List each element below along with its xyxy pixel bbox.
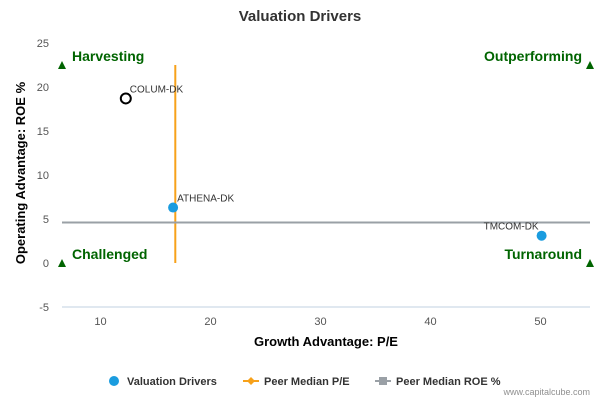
y-axis-title: Operating Advantage: ROE % xyxy=(13,81,28,264)
legend-item[interactable]: Peer Median P/E xyxy=(243,376,350,388)
quadrant-marker-top-left xyxy=(58,61,66,69)
quadrant-markers xyxy=(58,61,594,267)
chart-title: Valuation Drivers xyxy=(239,8,362,25)
x-tick-label: 20 xyxy=(204,316,216,328)
y-tick-label: 5 xyxy=(43,214,49,226)
legend-label: Peer Median ROE % xyxy=(396,376,501,388)
data-point-label: TMCOM-DK xyxy=(484,222,539,233)
x-tick-label: 40 xyxy=(424,316,436,328)
legend-item[interactable]: Peer Median ROE % xyxy=(375,376,501,388)
y-tick-label: 15 xyxy=(37,126,49,138)
y-tick-label: -5 xyxy=(39,302,49,314)
data-point xyxy=(119,92,132,105)
quadrant-label-top-right: Outperforming xyxy=(484,48,582,64)
data-point-label: ATHENA-DK xyxy=(177,194,234,205)
legend-symbol xyxy=(109,376,119,386)
data-points: COLUM-DK ATHENA-DK TMCOM-DK xyxy=(119,84,547,241)
legend-label: Valuation Drivers xyxy=(127,376,217,388)
quadrant-label-bottom-left: Challenged xyxy=(72,246,147,262)
quadrant-marker-bottom-left xyxy=(58,259,66,267)
y-tick-label: 20 xyxy=(37,82,49,94)
reference-lines xyxy=(62,65,590,263)
quadrant-marker-bottom-right xyxy=(586,259,594,267)
data-point xyxy=(536,230,547,241)
credit-text: www.capitalcube.com xyxy=(502,387,590,397)
x-axis-tick-labels: 10 20 30 40 50 xyxy=(94,316,546,328)
y-tick-label: 25 xyxy=(37,38,49,50)
quadrant-marker-top-right xyxy=(586,61,594,69)
legend[interactable]: Valuation Drivers Peer Median P/E Peer Med… xyxy=(109,376,501,388)
x-tick-label: 30 xyxy=(314,316,326,328)
y-axis-tick-labels: -5 0 5 10 15 20 25 xyxy=(37,38,49,314)
legend-symbol xyxy=(247,377,255,385)
y-tick-label: 10 xyxy=(37,170,49,182)
quadrant-label-bottom-right: Turnaround xyxy=(504,246,582,262)
x-tick-label: 10 xyxy=(94,316,106,328)
quadrant-label-top-left: Harvesting xyxy=(72,48,144,64)
data-point xyxy=(168,202,179,213)
legend-label: Peer Median P/E xyxy=(264,376,350,388)
legend-item[interactable]: Valuation Drivers xyxy=(109,376,217,388)
x-axis-title: Growth Advantage: P/E xyxy=(254,334,398,349)
y-tick-label: 0 xyxy=(43,258,49,270)
data-point-label: COLUM-DK xyxy=(130,84,184,95)
legend-symbol xyxy=(379,377,387,385)
x-tick-label: 50 xyxy=(534,316,546,328)
